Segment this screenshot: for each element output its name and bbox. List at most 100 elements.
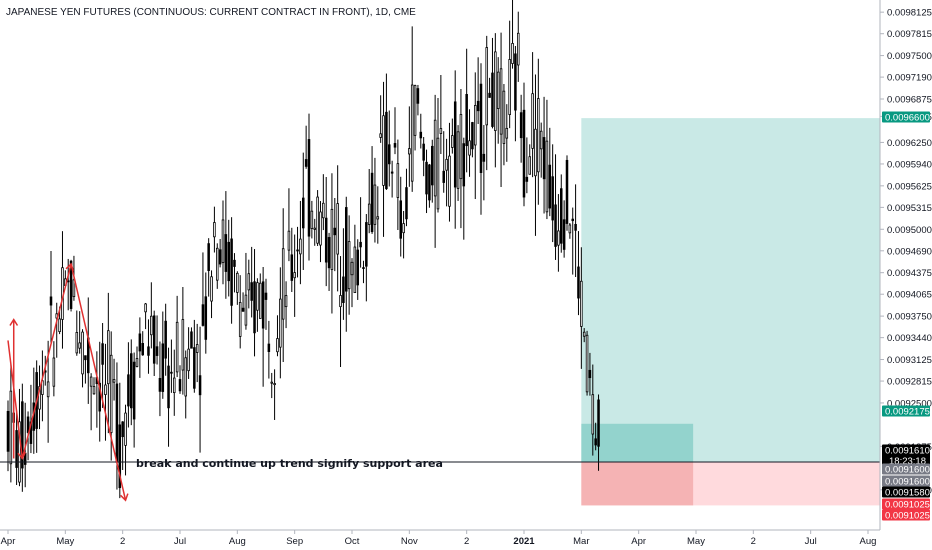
arrow-head	[17, 451, 27, 460]
candle-body	[399, 200, 402, 239]
arrow-head	[120, 493, 129, 502]
candle-body	[560, 188, 563, 244]
candle-body	[299, 238, 302, 255]
candle-body	[132, 361, 136, 420]
time-tick-label: 2	[464, 536, 469, 547]
candle-body	[537, 98, 540, 173]
price-tick-label: 0.0097190	[887, 73, 932, 84]
time-tick-label: Sep	[286, 536, 303, 547]
candle-body	[439, 128, 443, 134]
candle-body	[385, 111, 388, 190]
candle-body	[101, 343, 104, 365]
candle-body	[135, 358, 139, 367]
candle-body	[508, 59, 511, 115]
candle-body	[247, 273, 251, 291]
candle-body	[253, 281, 256, 334]
candle-body	[161, 343, 165, 392]
candle-body	[58, 318, 61, 333]
price-tick-label: 0.0093440	[887, 333, 932, 344]
time-tick-label: Jul	[805, 536, 817, 547]
candle-body	[597, 399, 600, 447]
candle-body	[290, 254, 294, 281]
candle-body	[307, 139, 311, 237]
price-tick-label: 0.0097500	[887, 51, 932, 62]
candle-body	[207, 243, 210, 271]
candle-body	[402, 223, 405, 234]
candle-body	[124, 412, 127, 446]
candle-body	[370, 172, 374, 233]
candle-body	[365, 222, 368, 267]
candle-body	[451, 135, 454, 148]
candle-body	[150, 315, 153, 336]
candle-body	[115, 383, 119, 463]
candle-body	[488, 92, 491, 98]
candle-body	[324, 217, 328, 263]
candle-body	[92, 386, 96, 395]
candle-body	[531, 93, 534, 149]
candle-body	[514, 53, 517, 111]
time-tick-label: Aug	[860, 536, 877, 547]
candle-body	[539, 130, 543, 150]
candle-body	[571, 218, 574, 222]
candle-body	[548, 164, 552, 209]
candle-body	[241, 307, 245, 312]
candle-body	[121, 421, 124, 438]
candle-body	[46, 381, 50, 398]
candle-body	[6, 410, 10, 452]
candle-body	[574, 223, 577, 231]
candle-body	[127, 374, 130, 407]
candle-body	[138, 333, 142, 352]
time-tick-label: Apr	[631, 536, 646, 547]
time-axis[interactable]: Apr May 2 Jul Aug Sep Oct Nov 2 2021 Mar Apr May 2 Jul…	[0, 529, 932, 550]
candle-body	[89, 376, 93, 387]
candle-body	[494, 51, 497, 131]
position-zones[interactable]	[581, 118, 880, 506]
annotation-text[interactable]: break and continue up trend signify supp…	[136, 457, 443, 470]
candle-body	[250, 282, 253, 301]
candle-body	[69, 260, 73, 309]
drawn-zigzag[interactable]	[7, 262, 129, 502]
time-tick-label: 2021	[513, 536, 535, 547]
candle-body	[21, 401, 24, 469]
profit-zone[interactable]	[581, 118, 880, 463]
candle-body	[267, 343, 271, 352]
candle-body	[224, 234, 228, 272]
candle-body	[545, 140, 549, 213]
candle-body	[345, 207, 348, 292]
candle-body	[353, 246, 357, 294]
time-tick-label: Mar	[573, 536, 589, 547]
candle-body	[167, 365, 170, 409]
candle-body	[164, 320, 167, 359]
candle-body	[213, 222, 216, 238]
candle-body	[281, 248, 285, 320]
time-tick-label: Jul	[174, 536, 186, 547]
price-tick-label: 0.0096875	[887, 95, 932, 106]
candle-body	[433, 119, 437, 197]
candle-body	[525, 176, 529, 182]
candle-body	[270, 381, 273, 384]
candle-body	[471, 122, 474, 150]
price-tick-label: 0.0095940	[887, 159, 932, 170]
price-badge-label: 0.0091610	[885, 446, 930, 457]
candle-body	[52, 357, 56, 387]
arrow-head	[65, 262, 74, 271]
price-badge	[882, 444, 930, 467]
candle-body	[273, 383, 276, 386]
candle-body	[261, 281, 265, 329]
candle-body	[534, 128, 537, 177]
zigzag-line[interactable]	[7, 263, 127, 501]
time-tick-label: 2	[120, 536, 125, 547]
candle-body	[356, 249, 359, 286]
price-badge-timer: 18:23:18	[889, 456, 926, 467]
price-tick-label: 0.0093750	[887, 312, 932, 323]
candle-body	[373, 184, 377, 225]
candle-body	[201, 304, 205, 326]
candle-body	[230, 238, 233, 306]
candle-body	[221, 219, 225, 263]
candle-body	[416, 88, 420, 104]
candle-body	[410, 84, 414, 182]
candle-body	[502, 90, 506, 144]
candle-body	[147, 346, 150, 356]
candle-body	[379, 133, 382, 138]
